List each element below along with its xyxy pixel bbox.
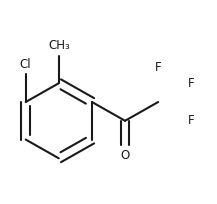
Text: F: F	[188, 114, 195, 127]
Text: Cl: Cl	[20, 58, 31, 71]
Text: F: F	[155, 61, 161, 74]
Text: CH₃: CH₃	[48, 39, 70, 52]
Text: O: O	[120, 149, 130, 162]
Text: F: F	[188, 77, 195, 90]
